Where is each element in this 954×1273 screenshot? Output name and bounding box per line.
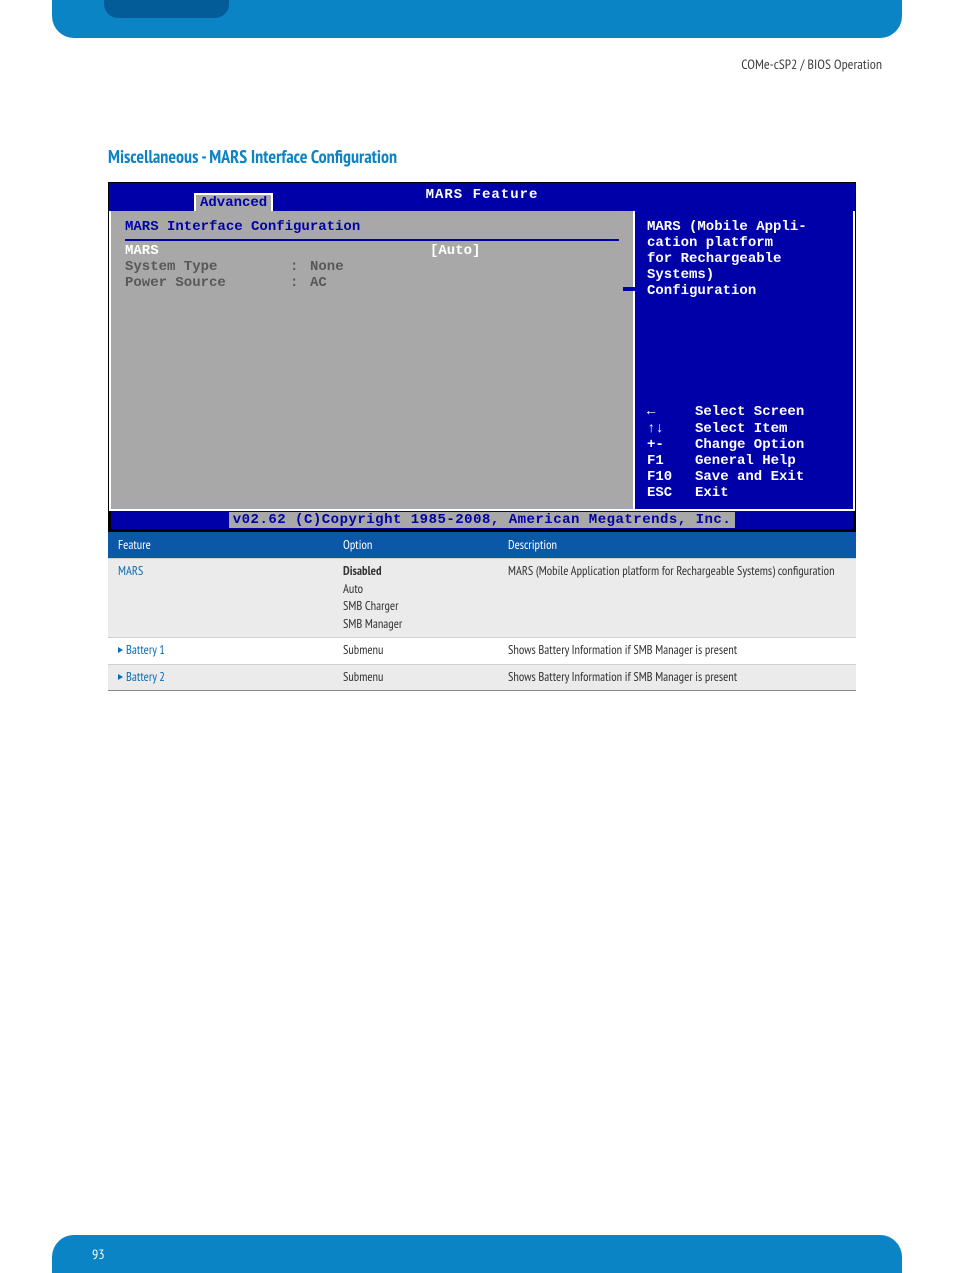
bios-scrollbar-thumb [623,287,635,291]
bios-field-value: AC [310,275,619,291]
td-feature: MARS [108,559,333,638]
bios-help-key-desc: Select Item [695,421,787,437]
bios-help-key-symbol: ← [647,404,695,420]
header-bar [52,0,902,38]
bios-help-key-row: F1General Help [647,453,841,469]
feature-link[interactable]: MARS [118,563,143,579]
bios-footer: v02.62 (C)Copyright 1985-2008, American … [109,511,855,531]
bios-help-key-symbol: F1 [647,453,695,469]
bios-right-panel: MARS (Mobile Appli-cation platformfor Re… [635,211,855,511]
th-feature: Feature [108,532,333,559]
bios-help-key-row: ←Select Screen [647,404,841,420]
bios-tab-advanced: Advanced [194,193,273,211]
bios-field-value: [Auto] [310,243,619,259]
option-secondary: Auto [343,581,488,599]
td-option: Submenu [333,664,498,691]
bios-help-key-row: ESCExit [647,485,841,501]
bios-field-label: MARS [125,243,290,259]
td-description: Shows Battery Information if SMB Manager… [498,638,856,665]
table-row: MARSDisabledAutoSMB ChargerSMB ManagerMA… [108,559,856,638]
page-content: Miscellaneous - MARS Interface Configura… [108,145,856,691]
option-secondary: SMB Charger [343,598,488,616]
section-title: Miscellaneous - MARS Interface Configura… [108,145,856,168]
bios-body: MARS Interface Configuration MARS[Auto]S… [109,211,855,511]
td-feature: Battery 2 [108,664,333,691]
bios-help-line: cation platform [647,235,841,251]
option-primary: Disabled [343,563,488,581]
bios-screenshot: MARS Feature Advanced MARS Interface Con… [108,182,856,532]
header-bar-tab [104,0,229,18]
table-row: Battery 2 Submenu Shows Battery Informatio… [108,664,856,691]
td-description: Shows Battery Information if SMB Manager… [498,664,856,691]
bios-help-key-symbol: ↑↓ [647,421,695,437]
bios-help-line: for Rechargeable [647,251,841,267]
bios-help-key-desc: Save and Exit [695,469,804,485]
bios-help-key-desc: Exit [695,485,729,501]
bios-fields: MARS[Auto]System Type:NonePower Source:A… [125,243,619,291]
footer-bar: 93 [52,1235,902,1273]
bios-left-panel: MARS Interface Configuration MARS[Auto]S… [109,211,635,511]
option-secondary: SMB Manager [343,616,488,634]
bios-help-key-desc: Select Screen [695,404,804,420]
bios-field-label: System Type [125,259,290,275]
bios-help-key-row: +-Change Option [647,437,841,453]
bios-help-keys: ←Select Screen↑↓Select Item+-Change Opti… [647,404,841,501]
bios-help-text: MARS (Mobile Appli-cation platformfor Re… [647,219,841,299]
bios-field-colon: : [290,275,310,291]
td-feature: Battery 1 [108,638,333,665]
td-option: Submenu [333,638,498,665]
bios-help-key-symbol: +- [647,437,695,453]
page-number: 93 [92,1245,105,1263]
bios-window-title: MARS Feature [426,187,539,203]
bios-help-line: MARS (Mobile Appli- [647,219,841,235]
feature-link[interactable]: Battery 2 [126,669,165,685]
bios-help-key-desc: General Help [695,453,796,469]
bios-title-bar: MARS Feature Advanced [109,183,855,211]
th-description: Description [498,532,856,559]
bios-help-key-row: ↑↓Select Item [647,421,841,437]
bios-config-title: MARS Interface Configuration [125,219,619,235]
bios-field-row: Power Source:AC [125,275,619,291]
bios-field-row: MARS [Auto] [125,243,619,259]
bios-help-key-row: F10Save and Exit [647,469,841,485]
option-primary: Submenu [343,642,488,660]
td-description: MARS (Mobile Application platform for Re… [498,559,856,638]
bios-field-row: System Type:None [125,259,619,275]
bios-divider [125,239,619,241]
triangle-icon [118,674,123,680]
bios-help-line: Configuration [647,283,841,299]
bios-field-colon: : [290,259,310,275]
bios-help-key-desc: Change Option [695,437,804,453]
bios-help-key-symbol: F10 [647,469,695,485]
th-option: Option [333,532,498,559]
bios-field-value: None [310,259,619,275]
bios-help-line: Systems) [647,267,841,283]
feature-table: Feature Option Description MARS DisabledA… [108,532,856,691]
bios-field-label: Power Source [125,275,290,291]
option-primary: Submenu [343,669,488,687]
triangle-icon [118,647,123,653]
feature-link[interactable]: Battery 1 [126,642,165,658]
bios-footer-text: v02.62 (C)Copyright 1985-2008, American … [229,512,735,528]
breadcrumb: COMe-cSP2 / BIOS Operation [741,55,882,73]
td-option: DisabledAutoSMB ChargerSMB Manager [333,559,498,638]
bios-field-colon [290,243,310,259]
table-header-row: Feature Option Description [108,532,856,559]
bios-help-key-symbol: ESC [647,485,695,501]
table-row: Battery 1 Submenu Shows Battery Informatio… [108,638,856,665]
